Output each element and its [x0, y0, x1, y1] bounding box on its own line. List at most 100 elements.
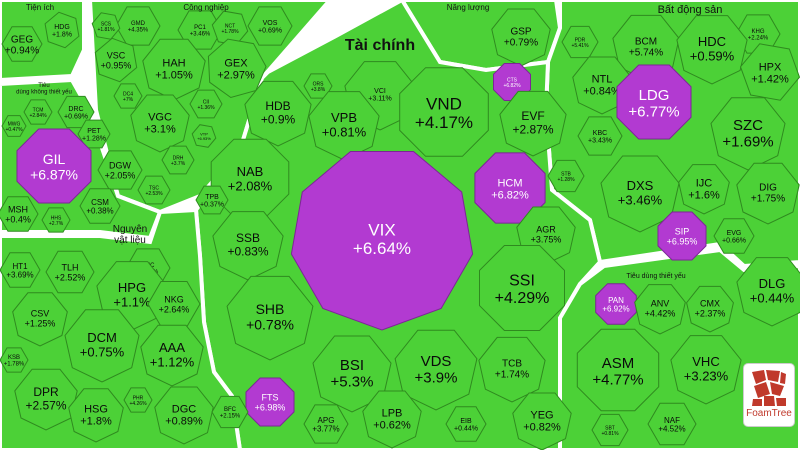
tile-eib[interactable]: [445, 406, 487, 442]
tile-gex[interactable]: [207, 38, 267, 99]
tile-hcm[interactable]: [474, 152, 546, 224]
tile-change-anv: +4.42%: [645, 309, 676, 319]
tile-ticker-drc: DRC: [68, 106, 83, 113]
tile-ticker-dcm: DCM: [87, 330, 117, 345]
tile-cii[interactable]: [189, 89, 223, 119]
tile-ticker-hhs: HHS: [51, 215, 62, 221]
tile-change-gmd: +4.35%: [128, 28, 149, 34]
tile-change-tpb: +0.37%: [200, 202, 224, 209]
tile-change-phr: +4.26%: [129, 401, 147, 407]
tile-vds[interactable]: [394, 329, 478, 411]
tile-sip[interactable]: [657, 211, 707, 261]
tile-phr[interactable]: [123, 387, 153, 413]
tile-hah[interactable]: [142, 38, 206, 101]
tile-anv[interactable]: [634, 284, 686, 335]
tile-ticker-hpx: HPX: [759, 61, 782, 73]
tile-vnd[interactable]: [399, 67, 489, 157]
tile-szc[interactable]: [710, 97, 786, 171]
tile-change-pdr: +5.41%: [571, 43, 589, 49]
tile-ticker-dxs: DXS: [627, 178, 654, 193]
tile-change-gil: +6.87%: [30, 166, 78, 182]
tile-change-vix: +6.64%: [353, 239, 411, 258]
tile-lpb[interactable]: [362, 390, 422, 449]
tile-vhc[interactable]: [670, 335, 742, 405]
tile-ldg[interactable]: [616, 64, 692, 140]
tile-naf[interactable]: [647, 402, 697, 446]
tile-evf[interactable]: [499, 90, 567, 157]
tile-vsc[interactable]: [94, 37, 138, 83]
tile-bfc[interactable]: [211, 395, 249, 429]
tile-dxs[interactable]: [600, 155, 680, 233]
tile-evg[interactable]: [713, 218, 755, 254]
tile-hdg[interactable]: [44, 11, 80, 49]
tile-aaa[interactable]: [140, 324, 204, 387]
tile-tlh[interactable]: [45, 250, 95, 294]
tile-dcm[interactable]: [64, 309, 140, 383]
foamtree-logo: FoamTree: [744, 364, 794, 426]
tile-ssi[interactable]: [479, 245, 565, 331]
tile-shb[interactable]: [226, 275, 314, 361]
tile-apg[interactable]: [303, 404, 349, 444]
tile-ijc[interactable]: [678, 164, 730, 215]
tile-tpb[interactable]: [195, 185, 229, 215]
tile-ticker-phr: PHR: [133, 395, 144, 401]
group-label-7: Tiêu dùng thiết yếu: [626, 271, 685, 280]
tile-csm[interactable]: [79, 188, 121, 224]
tile-hsg[interactable]: [68, 388, 124, 443]
tile-dc4[interactable]: [113, 83, 143, 109]
tile-change-nab: +2.08%: [228, 178, 273, 193]
tile-mwg[interactable]: [1, 115, 27, 137]
tile-change-gex: +2.97%: [217, 69, 255, 81]
tile-dig[interactable]: [736, 162, 800, 225]
tile-sbt[interactable]: [591, 413, 629, 447]
tile-geg[interactable]: [1, 26, 43, 62]
tile-change-tcb: +1.74%: [495, 370, 529, 381]
tile-change-vds: +3.9%: [415, 369, 458, 386]
tile-gil[interactable]: [16, 128, 92, 204]
tile-pdr[interactable]: [561, 25, 599, 59]
tile-tcm[interactable]: [23, 99, 53, 125]
tile-ticker-gsp: GSP: [510, 27, 531, 38]
tile-asm[interactable]: [576, 328, 660, 412]
tile-change-stb: +1.28%: [557, 177, 575, 183]
tile-vtp[interactable]: [191, 124, 217, 148]
tile-change-tsc: +2.53%: [145, 191, 163, 197]
tile-hhs[interactable]: [41, 207, 71, 233]
tile-dpr[interactable]: [14, 368, 78, 431]
tile-kbc[interactable]: [577, 116, 623, 156]
tile-vix[interactable]: [290, 151, 474, 331]
tile-ticker-bcm: BCM: [635, 37, 657, 48]
tile-csv[interactable]: [12, 292, 68, 347]
tile-khg[interactable]: [735, 14, 781, 54]
tile-ticker-pdr: PDR: [575, 37, 586, 43]
tile-stb[interactable]: [547, 159, 585, 193]
tile-ors[interactable]: [303, 73, 333, 99]
tile-vpb[interactable]: [308, 91, 380, 161]
tile-dlg[interactable]: [736, 257, 800, 327]
tile-cmx[interactable]: [686, 285, 734, 333]
tile-gsp[interactable]: [491, 8, 551, 67]
tile-drc[interactable]: [57, 95, 95, 129]
tile-change-naf: +4.52%: [658, 425, 685, 434]
tile-ticker-tpb: TPB: [205, 194, 219, 201]
tile-hdc[interactable]: [676, 15, 748, 85]
tile-change-pan: +6.92%: [602, 305, 629, 314]
tile-vgc[interactable]: [130, 94, 190, 153]
tile-change-drc: +0.69%: [64, 114, 88, 121]
tile-ksb[interactable]: [0, 347, 29, 373]
tile-change-vtp: +6.93%: [197, 136, 211, 141]
tile-ht1[interactable]: [0, 252, 41, 288]
tile-tcb[interactable]: [478, 336, 546, 403]
tile-drh[interactable]: [161, 145, 195, 175]
tile-ssb[interactable]: [212, 211, 284, 281]
tile-change-ssi: +4.29%: [495, 290, 550, 307]
tile-nct[interactable]: [211, 10, 249, 46]
tile-change-dpr: +2.57%: [25, 398, 66, 412]
tile-msh[interactable]: [0, 196, 39, 232]
tile-scs[interactable]: [91, 12, 121, 40]
tile-fts[interactable]: [245, 377, 295, 427]
tile-change-shb: +0.78%: [246, 316, 294, 332]
tile-tsc[interactable]: [137, 175, 171, 205]
tile-yeg[interactable]: [512, 392, 572, 450]
tile-vos[interactable]: [247, 6, 293, 46]
